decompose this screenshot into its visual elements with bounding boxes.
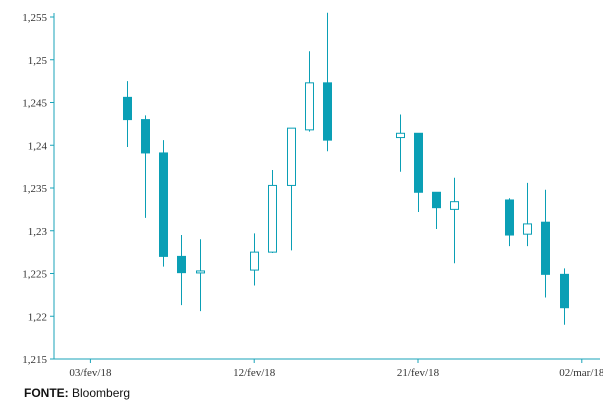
candle bbox=[287, 127, 296, 251]
y-axis-ticks: 1,215 1,22 1,225 1,23 1,235 1,24 1,245 1,25 1,25… bbox=[22, 12, 54, 366]
candle bbox=[250, 233, 259, 286]
y-tick-label: 1,24 bbox=[28, 140, 48, 152]
x-tick-label: 12/fev/18 bbox=[233, 367, 276, 379]
y-tick-label: 1,255 bbox=[22, 12, 47, 24]
candle bbox=[450, 177, 459, 264]
candle-body bbox=[123, 96, 132, 121]
candle-body bbox=[196, 270, 205, 274]
x-tick-label: 03/fev/18 bbox=[69, 367, 112, 379]
candle-body bbox=[305, 82, 314, 131]
y-tick-label: 1,25 bbox=[28, 55, 48, 67]
candle-body bbox=[323, 82, 332, 141]
x-axis-ticks: 03/fev/18 12/fev/18 21/fev/18 02/mar/18 bbox=[69, 359, 603, 379]
candle-body bbox=[159, 152, 168, 257]
candle bbox=[305, 51, 314, 132]
candle bbox=[505, 198, 514, 247]
candles-group bbox=[123, 12, 569, 325]
candle-body bbox=[450, 201, 459, 210]
candle-body bbox=[250, 251, 259, 271]
candle-body bbox=[268, 184, 277, 253]
y-tick-label: 1,225 bbox=[22, 269, 47, 281]
candle-body bbox=[541, 221, 550, 275]
candle bbox=[523, 182, 532, 247]
candle-body bbox=[177, 255, 186, 274]
candle bbox=[323, 12, 332, 152]
candle bbox=[560, 268, 569, 325]
candle-body bbox=[287, 127, 296, 186]
candle bbox=[432, 191, 441, 230]
candlestick-chart: 1,215 1,22 1,225 1,23 1,235 1,24 1,245 1,25 1,25… bbox=[22, 12, 603, 379]
candle bbox=[541, 189, 550, 298]
candle-body bbox=[432, 191, 441, 209]
candle-body bbox=[505, 199, 514, 236]
y-tick-label: 1,235 bbox=[22, 183, 47, 195]
candle bbox=[396, 114, 405, 172]
candle bbox=[268, 170, 277, 253]
candle bbox=[414, 132, 423, 212]
candle bbox=[141, 115, 150, 218]
source-label: FONTE: bbox=[24, 386, 69, 400]
candle bbox=[123, 81, 132, 147]
y-tick-label: 1,22 bbox=[28, 311, 47, 323]
candle-body bbox=[141, 119, 150, 154]
source-text: Bloomberg bbox=[72, 386, 131, 400]
y-tick-label: 1,23 bbox=[28, 226, 48, 238]
candle bbox=[196, 239, 205, 312]
y-tick-label: 1,245 bbox=[22, 98, 47, 110]
candle bbox=[177, 235, 186, 306]
candle-body bbox=[560, 273, 569, 309]
y-tick-label: 1,215 bbox=[22, 354, 47, 366]
x-tick-label: 02/mar/18 bbox=[559, 367, 603, 379]
x-tick-label: 21/fev/18 bbox=[397, 367, 440, 379]
candle-body bbox=[523, 223, 532, 235]
candle-body bbox=[414, 132, 423, 193]
source-note: FONTE: Bloomberg bbox=[24, 386, 130, 400]
candle-body bbox=[396, 132, 405, 139]
candle bbox=[159, 140, 168, 267]
